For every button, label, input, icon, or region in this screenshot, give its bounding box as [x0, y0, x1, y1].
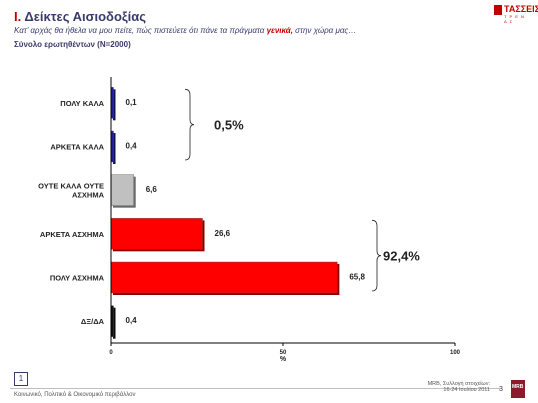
category-label: ΠΟΛΥ ΑΣΧΗΜΑ [50, 274, 105, 283]
sample-base: Σύνολο ερωτηθέντων (Ν=2000) [14, 40, 131, 49]
footer-source: MRB, Συλλογή στοιχείων: 16-24 Ιουλίου 20… [410, 381, 490, 393]
category-label: ΑΡΚΕΤΑ ΚΑΛΑ [50, 143, 104, 152]
page-number: 3 [499, 386, 503, 393]
bar [110, 218, 203, 250]
footer-source-line-1: MRB, Συλλογή στοιχείων: [427, 381, 490, 387]
logo-tag: Τ Ρ Ε Ν Δ Σ [504, 14, 525, 24]
subtitle-part-1: Κατ’ αρχάς θα ήθελα να μου πείτε, πώς πι… [14, 26, 267, 35]
footer-source-line-2: 16-24 Ιουλίου 2011 [443, 387, 490, 393]
subtitle-part-2: στην χώρα μας… [292, 26, 357, 35]
logo-mark-icon [494, 5, 502, 15]
data-label: 0,1 [126, 98, 138, 107]
category-label: ΟΥΤΕ ΚΑΛΑ ΟΥΤΕ [38, 182, 104, 191]
category-label: ΑΣΧΗΜΑ [72, 191, 105, 200]
slide-index-box: 1 [14, 372, 28, 386]
bar-shadow [113, 89, 116, 121]
section-number: Ι. [14, 9, 22, 24]
annotation-brace [371, 219, 382, 292]
page-title: Ι. Δείκτες Αισιοδοξίας [14, 9, 146, 24]
data-label: 0,4 [126, 316, 138, 325]
x-tick-label: 50 [280, 350, 287, 356]
data-label: 6,6 [146, 185, 158, 194]
footer-section-text: Κοινωνικό, Πολιτικό & Οικονομικό περιβάλ… [14, 392, 136, 398]
subtitle-highlight: γενικά, [266, 26, 293, 35]
bar-shadow [113, 307, 116, 339]
footer-divider [10, 388, 500, 389]
data-label: 65,8 [349, 273, 365, 282]
bar-shadow [113, 133, 116, 164]
x-axis-label: % [280, 356, 287, 363]
annotation-label: 92,4% [383, 249, 420, 264]
bar [110, 261, 338, 294]
category-label: ΠΟΛΥ ΚΑΛΑ [60, 99, 104, 108]
brand-logo: ΤΑΣΣΕΙΣ Τ Ρ Ε Ν Δ Σ [494, 4, 538, 24]
category-label: ΑΡΚΕΤΑ ΑΣΧΗΜΑ [40, 230, 105, 239]
mrb-logo-text: MRB [512, 384, 524, 390]
mrb-logo: MRB [511, 380, 525, 398]
category-label: ΔΞ/ΔΑ [81, 317, 105, 326]
x-tick-label: 0 [109, 350, 113, 356]
bar [110, 174, 134, 206]
title-text: Δείκτες Αισιοδοξίας [24, 9, 147, 24]
annotation-brace [184, 88, 195, 161]
question-subtitle: Κατ’ αρχάς θα ήθελα να μου πείτε, πώς πι… [14, 26, 356, 35]
x-tick-label: 100 [450, 350, 461, 356]
annotation-label: 0,5% [214, 118, 244, 133]
logo-word: ΤΑΣΣΕΙΣ [504, 4, 538, 14]
data-label: 26,6 [215, 229, 231, 238]
data-label: 0,4 [126, 142, 138, 151]
